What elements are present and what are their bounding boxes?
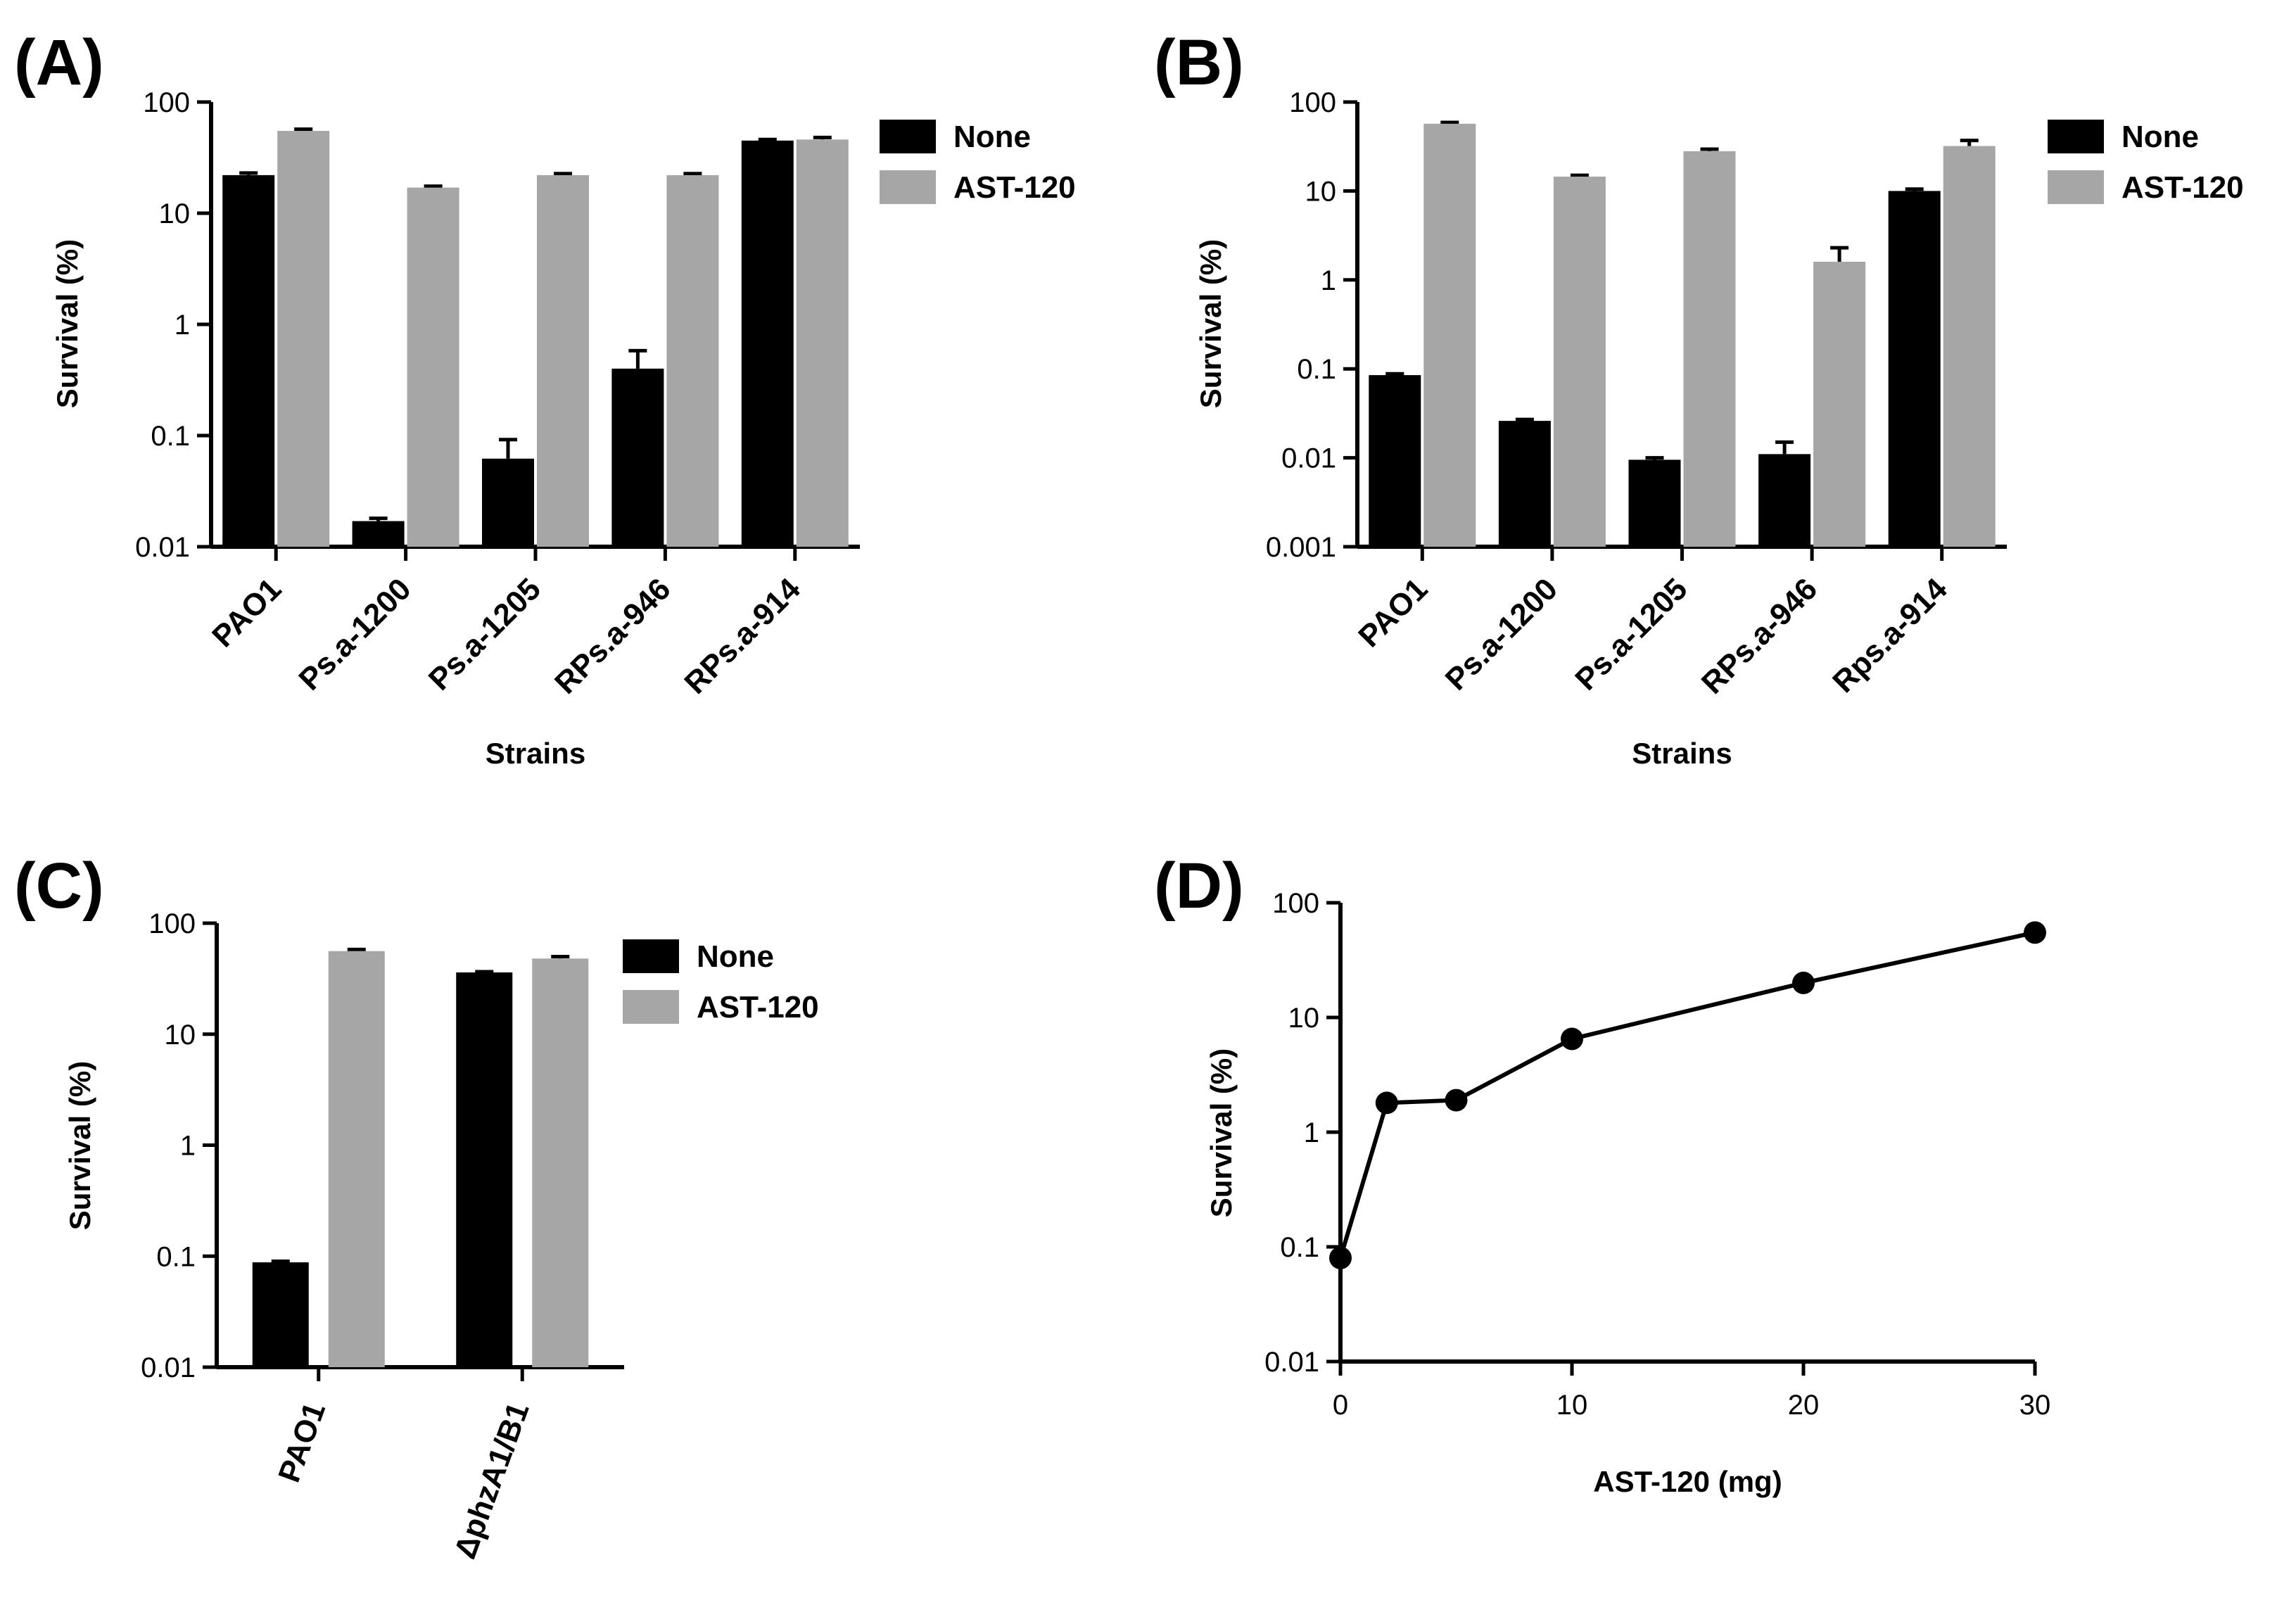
bar-none-2 <box>352 521 405 547</box>
y-tick-label: 0.01 <box>1264 1347 1319 1378</box>
data-point-3 <box>1445 1089 1468 1112</box>
bar-ast120-3 <box>537 175 589 547</box>
series-line <box>1338 930 2036 1259</box>
legend-swatch <box>2048 120 2104 153</box>
legend-swatch <box>880 120 936 153</box>
y-tick-label: 1 <box>175 310 190 341</box>
bar-ast120-2 <box>1553 177 1606 547</box>
category-label: Ps.a-1205 <box>1568 571 1694 697</box>
bar-none-2 <box>456 972 513 1367</box>
y-tick-label: 10 <box>159 198 191 229</box>
bar-none-4 <box>611 368 664 547</box>
legend-label: None <box>953 120 1031 154</box>
y-tick-label: 0.1 <box>1297 354 1336 385</box>
y-tick-label: 1 <box>1304 1117 1319 1148</box>
category-label: Rps.a-914 <box>1826 571 1954 699</box>
bar-ast120-4 <box>666 175 719 547</box>
bar-ast120-2 <box>407 187 459 547</box>
y-axis-title: Survival (%) <box>51 239 84 408</box>
bar-none-1 <box>1369 375 1421 547</box>
x-axis-title: AST-120 (mg) <box>1593 1465 1782 1498</box>
y-tick-label: 1 <box>1321 265 1336 296</box>
y-tick-label: 1 <box>180 1131 196 1162</box>
legend-label: None <box>697 939 774 974</box>
y-tick-label: 10 <box>1305 176 1337 207</box>
x-axis-title: Strains <box>1632 737 1732 770</box>
panel-label-b: (B) <box>1154 27 1244 99</box>
category-label: RPs.a-914 <box>678 571 807 701</box>
legend-label: AST-120 <box>2121 170 2244 205</box>
y-tick-label: 10 <box>1288 1003 1320 1034</box>
x-axis-title: Strains <box>486 737 585 770</box>
y-tick-label: 0.01 <box>1281 443 1336 474</box>
data-point-6 <box>2024 921 2046 944</box>
legend-swatch <box>623 939 679 973</box>
chart-a: 100 10 1 0.1 0.01 Survival (%) PAO1 Ps.a-1200 Ps… <box>51 87 1076 770</box>
category-label: Ps.a-1200 <box>292 571 417 697</box>
bar-ast120-2 <box>532 958 589 1367</box>
category-label: ΔphzA1/B1 <box>448 1398 535 1563</box>
bar-none-1 <box>222 175 275 547</box>
category-label: Ps.a-1205 <box>422 571 547 697</box>
category-label: RPs.a-946 <box>548 571 677 700</box>
category-label: Ps.a-1200 <box>1439 571 1564 697</box>
category-label: PAO1 <box>205 571 288 654</box>
y-tick-label: 0.01 <box>135 532 190 563</box>
panel-label-c: (C) <box>14 850 104 922</box>
data-point-1 <box>1329 1246 1352 1269</box>
bar-ast120-5 <box>1943 146 1996 547</box>
legend-label: None <box>2121 120 2199 154</box>
bar-ast120-1 <box>277 131 330 547</box>
bar-ast120-1 <box>1423 123 1476 547</box>
panel-label-d: (D) <box>1154 850 1244 922</box>
y-tick-label: 0.1 <box>156 1241 196 1272</box>
panel-label-a: (A) <box>14 27 104 99</box>
y-tick-label: 100 <box>1272 888 1319 919</box>
y-tick-label: 0.1 <box>1280 1232 1319 1263</box>
y-tick-label: 100 <box>1289 87 1336 118</box>
bar-none-2 <box>1498 421 1551 547</box>
bar-ast120-4 <box>1813 261 1866 547</box>
y-axis-title: Survival (%) <box>1194 239 1227 408</box>
data-point-4 <box>1561 1027 1583 1051</box>
y-axis-title: Survival (%) <box>63 1061 96 1230</box>
x-tick-label: 10 <box>1556 1390 1588 1421</box>
category-label: RPs.a-946 <box>1695 571 1824 700</box>
bar-none-3 <box>482 458 534 547</box>
bar-ast120-5 <box>796 139 849 547</box>
bar-none-3 <box>1628 459 1681 547</box>
legend-label: AST-120 <box>953 170 1076 205</box>
x-tick-label: 20 <box>1788 1390 1820 1421</box>
y-tick-label: 0.01 <box>141 1352 196 1383</box>
legend-swatch <box>880 170 936 204</box>
bar-none-1 <box>252 1262 309 1367</box>
bar-ast120-1 <box>328 951 385 1367</box>
bar-none-5 <box>1888 191 1941 547</box>
category-label: PAO1 <box>1352 571 1434 654</box>
x-tick-label: 0 <box>1333 1390 1348 1421</box>
y-tick-label: 0.001 <box>1266 532 1336 563</box>
bar-none-5 <box>741 140 794 547</box>
y-tick-label: 0.1 <box>151 421 190 452</box>
bar-none-4 <box>1758 454 1811 547</box>
legend-swatch <box>2048 170 2104 204</box>
chart-c: 100 10 1 0.1 0.01 Survival (%) PAO1 ΔphzA1/B1 No… <box>63 908 819 1563</box>
chart-d: 100 10 1 0.1 0.01 Survival (%) 0 10 20 30 AST-120 … <box>1205 888 2050 1498</box>
legend-label: AST-120 <box>697 990 819 1024</box>
y-tick-label: 100 <box>143 87 190 118</box>
y-axis-title: Survival (%) <box>1205 1048 1238 1217</box>
y-tick-label: 100 <box>148 908 196 939</box>
y-tick-label: 10 <box>165 1020 196 1051</box>
legend-swatch <box>623 990 679 1024</box>
data-point-5 <box>1792 971 1815 994</box>
category-label: PAO1 <box>272 1398 332 1487</box>
bar-ast120-3 <box>1683 151 1736 547</box>
x-tick-label: 30 <box>2019 1390 2051 1421</box>
data-point-2 <box>1375 1091 1398 1115</box>
